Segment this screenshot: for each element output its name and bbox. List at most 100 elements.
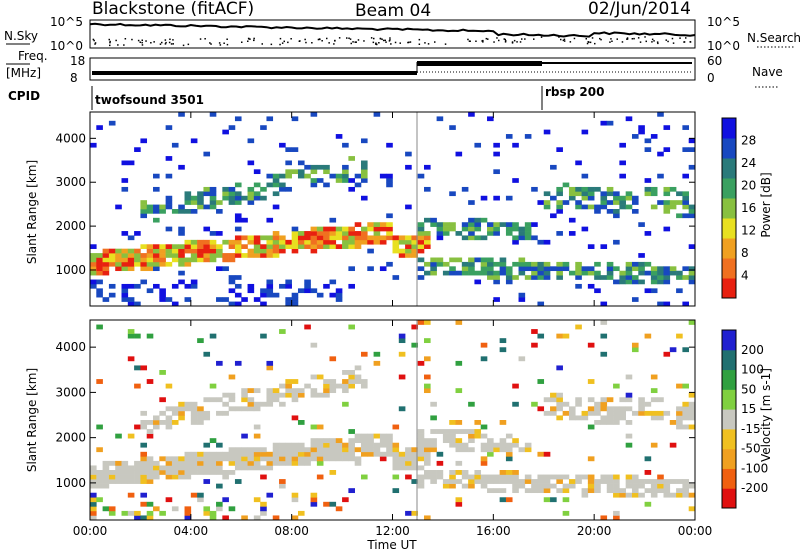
velocity-cell [216,397,223,403]
velocity-cell [405,447,412,453]
power-cell [272,235,280,241]
velocity-cell [575,479,582,484]
power-cell [335,173,343,179]
power-cell [121,248,129,254]
power-cell [260,235,267,241]
power-cell [581,195,589,201]
velocity-cell [373,447,381,453]
colorbar-swatch [722,138,736,159]
noise-search-dot [505,40,507,42]
power-cell [650,275,658,280]
power-cell [379,222,387,227]
velocity-cell [455,320,463,325]
velocity-cell [184,451,192,457]
velocity-cell [417,442,425,448]
power-cell [379,266,387,272]
velocity-cell [184,406,192,412]
power-cell [310,112,318,117]
power-cell [348,156,355,161]
freq-left-label-bottom: [MHz] [6,66,41,80]
power-cell [323,231,330,236]
colorbar-tick-label: 28 [741,134,756,148]
velocity-cell [203,465,211,471]
power-cell [335,297,343,302]
power-cell [90,244,97,249]
noise-search-dot [573,37,576,40]
power-cell [531,235,538,241]
power-cell [234,301,242,307]
velocity-cell [367,438,374,444]
power-cell [581,186,589,192]
velocity-cell [146,465,154,471]
velocity-cell [134,510,141,516]
noise-search-dot [279,37,282,40]
power-cell [537,270,545,276]
power-cell [140,204,148,210]
velocity-cell [228,470,236,475]
velocity-cell [600,406,608,412]
power-cell [405,204,412,210]
power-cell [631,261,639,267]
power-cell [279,244,286,249]
power-cell [216,253,223,258]
velocity-cell [436,470,444,475]
velocity-cell [600,333,608,339]
y-tick-label: 1000 [55,263,86,277]
power-cell [562,182,570,188]
power-cell [493,195,500,201]
power-cell [291,169,299,175]
power-cell [631,279,639,285]
velocity-cell [115,479,122,484]
power-cell [222,239,229,245]
power-cell [266,182,274,188]
power-cell [272,231,280,236]
velocity-cell [159,410,166,416]
power-cell [228,195,236,201]
velocity-cell [184,401,192,407]
velocity-cell [304,324,311,330]
power-cell [247,253,255,258]
power-cell [197,239,204,245]
velocity-cell [480,424,488,430]
velocity-heatmap [90,320,696,521]
velocity-cell [146,333,154,339]
power-cell [115,261,122,267]
velocity-cell [499,488,507,494]
velocity-cell [392,465,400,471]
velocity-cell [650,388,658,394]
velocity-cell [398,460,406,466]
power-cell [285,239,292,245]
velocity-cell [455,442,463,448]
velocity-cell [266,392,274,398]
power-cell [121,253,129,258]
noise-search-dot [626,37,629,39]
noise-search-dot [304,38,306,41]
velocity-cell [398,374,406,380]
velocity-cell [329,383,337,389]
power-cell [297,239,305,245]
noise-search-dot [223,42,225,44]
velocity-cell [606,406,614,412]
power-cell [430,257,437,263]
noise-left-label: N.Sky [4,29,38,43]
velocity-cell [253,447,261,453]
power-cell [512,261,519,267]
velocity-cell [222,410,229,416]
power-cell [323,182,330,188]
velocity-cell [461,483,469,489]
noise-search-dot [511,42,514,44]
velocity-cell [354,379,362,384]
power-cell [140,253,148,258]
velocity-cell [197,470,204,475]
noise-search-dot [424,42,426,44]
power-cell [568,231,576,236]
noise-search-dot [504,38,506,41]
velocity-cell [581,488,589,494]
noise-search-dot [563,40,566,42]
power-cell [663,226,671,232]
power-cell [153,266,160,272]
velocity-cell [329,388,337,394]
velocity-cell [310,492,318,498]
velocity-cell [165,465,173,471]
noise-search-dot [375,42,377,44]
